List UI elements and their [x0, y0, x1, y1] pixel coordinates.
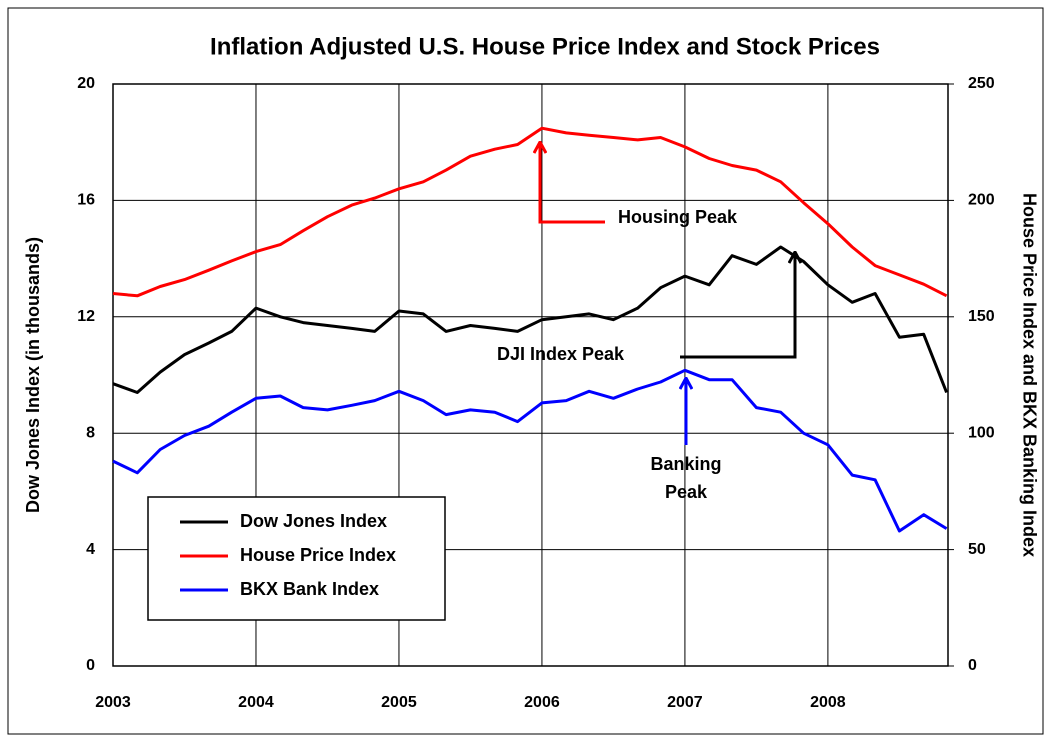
- x-tick-label: 2008: [810, 694, 846, 711]
- legend-box: [147, 496, 446, 621]
- series-line: [112, 126, 948, 298]
- x-tick-label: 2006: [524, 694, 560, 711]
- x-tick-label: 2004: [238, 694, 274, 711]
- legend: Dow Jones Index House Price Index BKX Bank…: [147, 496, 446, 621]
- x-tick-label: 2007: [667, 694, 703, 711]
- series-line: [112, 368, 948, 533]
- y-tick-label: 20: [77, 75, 95, 92]
- y-tick-label: 0: [86, 657, 95, 674]
- annotation: Peak: [665, 482, 708, 502]
- annotations: Housing Peak DJI Index Peak Banking Peak: [497, 142, 795, 502]
- annotation: DJI Index Peak: [497, 344, 625, 364]
- legend-label: Dow Jones Index: [240, 511, 387, 531]
- housing-arrow: [540, 142, 605, 224]
- y2-tick-label: 200: [968, 192, 995, 209]
- y-tick-label: 12: [77, 308, 95, 325]
- legend-label: House Price Index: [240, 545, 396, 565]
- y2-tick-label: 150: [968, 308, 995, 325]
- plot-area: [112, 83, 954, 667]
- y-tick-label: 4: [86, 541, 95, 558]
- series-line: [112, 245, 948, 394]
- x-tick-label: 2003: [95, 694, 131, 711]
- y2-tick-label: 100: [968, 424, 995, 441]
- plot-border: [112, 83, 949, 667]
- dji-arrow: [680, 252, 795, 359]
- y-tick-label: 16: [77, 192, 95, 209]
- y2-axis-title: House Price Index and BKX Banking Index: [1019, 193, 1039, 557]
- annotation: Banking: [650, 454, 721, 474]
- y-tick-label: 8: [86, 424, 95, 441]
- chart-title: Inflation Adjusted U.S. House Price Inde…: [210, 33, 880, 60]
- annotation: Housing Peak: [618, 207, 738, 227]
- y2-tick-label: 50: [968, 541, 986, 558]
- y2-tick-label: 250: [968, 75, 995, 92]
- y2-tick-label: 0: [968, 657, 977, 674]
- x-tick-label: 2005: [381, 694, 417, 711]
- y-axis-title: Dow Jones Index (in thousands): [23, 237, 43, 513]
- legend-label: BKX Bank Index: [240, 579, 379, 599]
